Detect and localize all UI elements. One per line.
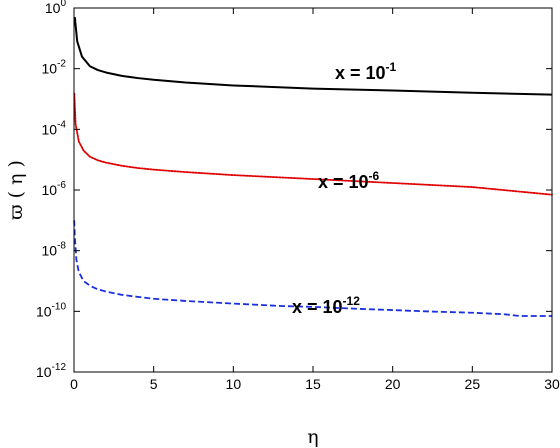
series-line xyxy=(73,92,553,196)
x-tick-label: 5 xyxy=(150,376,158,392)
x-tick-label: 15 xyxy=(305,376,321,392)
y-tick-label: 10-8 xyxy=(42,241,67,259)
series-annotation: x = 10-12 xyxy=(292,294,360,317)
series-line xyxy=(73,220,552,317)
x-tick-label: 0 xyxy=(70,376,78,392)
y-tick-label: 10-10 xyxy=(36,301,66,319)
y-tick-label: 10-12 xyxy=(36,362,66,380)
x-tick-label: 25 xyxy=(465,376,481,392)
y-tick-label: 10-6 xyxy=(42,180,67,198)
series-layer xyxy=(73,17,553,317)
y-axis-title: ϖ ( η ) xyxy=(5,160,27,220)
plot-frame xyxy=(73,7,553,373)
y-tick-label: 10-2 xyxy=(42,59,67,77)
series-annotation: x = 10-1 xyxy=(335,60,397,83)
x-axis-title: η xyxy=(307,426,318,448)
series-line xyxy=(73,17,553,96)
y-tick-label: 10-4 xyxy=(42,119,67,137)
series-annotation: x = 10-6 xyxy=(318,169,380,192)
labels-layer: 0 5 10 15 20 25 30 100 10-2 10-4 10-6 10-8 10-10 10-1… xyxy=(36,0,560,392)
ticks-layer xyxy=(73,7,553,373)
x-tick-label: 10 xyxy=(226,376,242,392)
y-tick-label: 100 xyxy=(45,0,67,16)
x-tick-label: 20 xyxy=(385,376,401,392)
x-tick-label: 30 xyxy=(544,376,560,392)
